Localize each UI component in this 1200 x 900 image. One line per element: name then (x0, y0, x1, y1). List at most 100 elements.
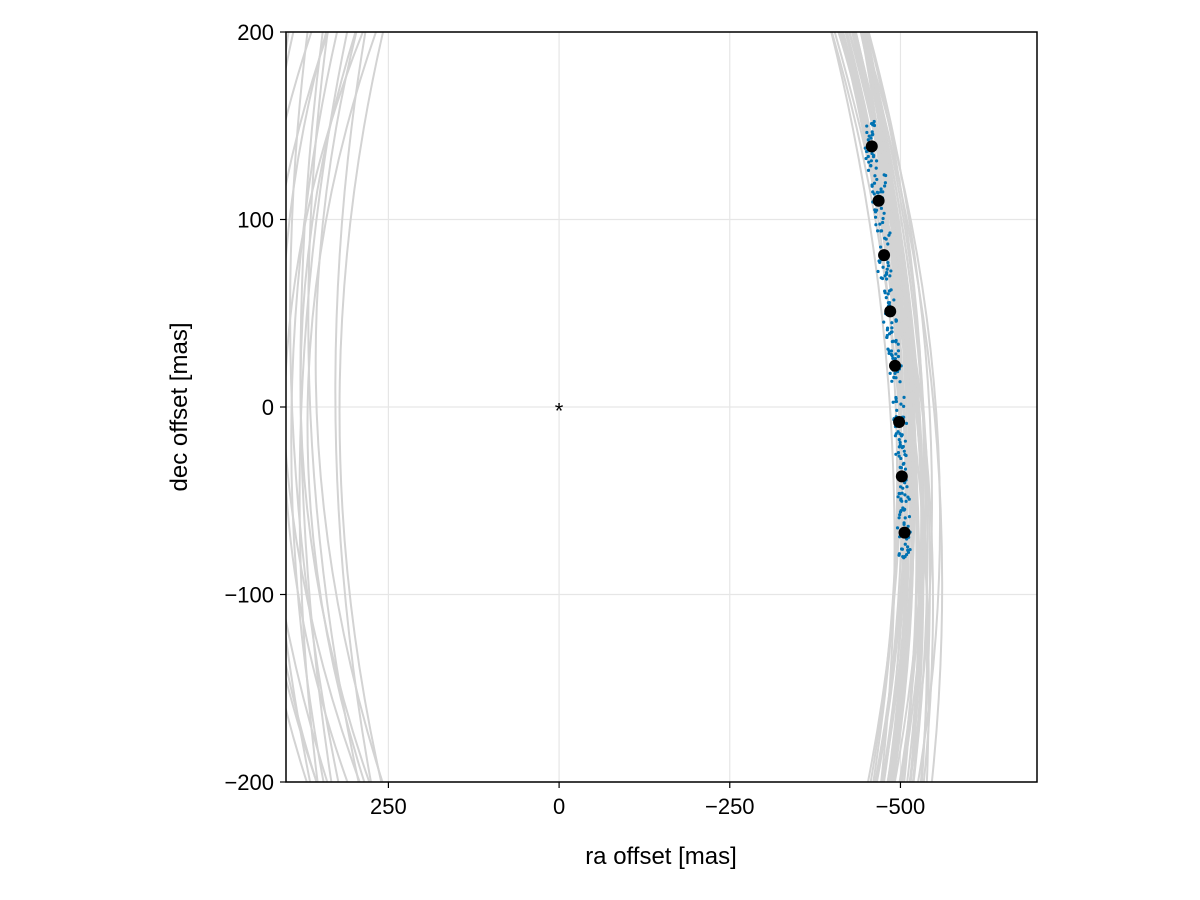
orbit-track (298, 32, 349, 782)
observed-point (884, 305, 897, 318)
sample-point (902, 521, 906, 525)
sample-point (894, 352, 898, 356)
sample-point (897, 454, 901, 458)
sample-point (870, 184, 874, 188)
sample-point (874, 166, 878, 170)
orbit-track (861, 32, 942, 782)
y-tick-label: −100 (224, 583, 274, 608)
sample-point (895, 526, 900, 530)
sample-point (894, 319, 898, 323)
sample-point (890, 321, 894, 325)
sample-point (897, 552, 901, 556)
sample-point (907, 515, 912, 519)
sample-point (899, 456, 903, 461)
sample-point (884, 296, 888, 300)
sample-point (881, 216, 885, 221)
sample-point (883, 184, 887, 188)
sample-point (876, 269, 880, 274)
orbit-track (307, 32, 360, 782)
sample-point (894, 338, 898, 343)
sample-point (879, 276, 883, 280)
sample-point (887, 233, 891, 237)
sample-point (890, 326, 894, 330)
sample-point (883, 181, 887, 185)
sample-point (872, 192, 876, 196)
observed-positions (865, 140, 911, 539)
sample-point (901, 554, 905, 559)
sample-point (902, 449, 906, 453)
sample-point (890, 330, 894, 334)
sample-point (898, 440, 902, 445)
sample-point (872, 153, 876, 158)
sample-point (901, 486, 905, 490)
sample-point (886, 264, 891, 268)
sample-point (887, 351, 891, 356)
sample-point (904, 499, 908, 503)
orbit-track (841, 32, 929, 782)
sample-point (866, 168, 871, 172)
sample-point (904, 453, 908, 458)
sample-point (894, 399, 898, 404)
sample-point (901, 506, 905, 510)
observed-point (888, 359, 901, 372)
sample-point (872, 181, 877, 185)
sample-point (883, 291, 887, 295)
sample-point (883, 236, 887, 240)
sample-point (898, 443, 902, 447)
orbit-track (830, 32, 896, 782)
sample-point (891, 356, 895, 360)
sample-point (903, 516, 907, 520)
sample-point (873, 215, 878, 219)
x-tick-label: 250 (370, 794, 407, 819)
sample-point (886, 301, 891, 305)
observed-point (872, 194, 885, 207)
sample-point (898, 513, 902, 517)
posterior-orbit-tracks (286, 32, 944, 782)
sample-point (882, 211, 886, 215)
sample-point (866, 138, 870, 142)
sample-point (874, 159, 879, 163)
x-axis-label: ra offset [mas] (585, 843, 737, 870)
orbit-track (289, 32, 340, 782)
sample-point (906, 545, 910, 549)
sample-point (874, 223, 878, 227)
sample-point (866, 154, 870, 159)
sample-point (882, 173, 886, 177)
sample-point (894, 432, 898, 436)
sample-point (889, 349, 894, 353)
sample-point (902, 395, 906, 399)
sample-point (875, 190, 879, 194)
sample-point (890, 340, 894, 344)
sample-point (885, 328, 889, 332)
sample-point (887, 349, 891, 353)
y-tick-label: 0 (262, 395, 274, 420)
observed-point (865, 140, 878, 153)
sample-point (906, 524, 910, 528)
orbit-track (306, 32, 378, 782)
sample-point (896, 354, 901, 359)
sample-point (886, 260, 890, 265)
sample-point (879, 206, 884, 210)
sample-point (873, 208, 877, 212)
y-tick-label: 200 (237, 20, 274, 45)
sample-point (882, 320, 886, 324)
sample-point (885, 267, 889, 271)
sample-point (899, 497, 903, 501)
sample-point (904, 421, 909, 425)
sample-point (899, 402, 903, 406)
sample-point (887, 289, 892, 293)
sample-point (905, 485, 909, 489)
sample-point (893, 371, 897, 376)
orbit-track (286, 32, 329, 782)
sample-point (873, 174, 877, 178)
sample-point (906, 550, 911, 554)
sample-point (896, 349, 901, 353)
sample-point (897, 516, 901, 520)
sample-point (864, 156, 868, 161)
sample-point (907, 497, 911, 501)
orbit-track (830, 32, 904, 782)
sample-point (877, 259, 881, 263)
y-tick-label: 100 (237, 208, 274, 233)
sample-point (900, 547, 904, 551)
orbit-track (860, 32, 915, 782)
